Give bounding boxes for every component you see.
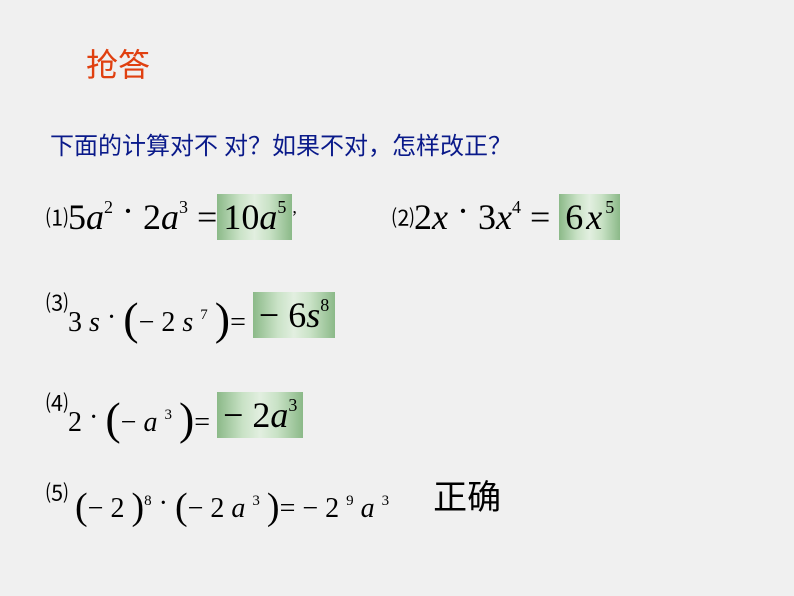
correct-label: 正确: [433, 480, 501, 517]
answer-4: − 2a3: [217, 392, 303, 438]
label-1: ⑴: [46, 206, 68, 231]
problem-5: ⑸ (− 2 )8 · (− 2 a 3 )= − 2 9 a 3 正确: [46, 470, 501, 527]
page-title: 抢答: [86, 40, 150, 86]
problem-4: ⑷2 · (− a 3 )= − 2a3: [46, 386, 303, 442]
label-3: ⑶: [46, 291, 68, 316]
label-5: ⑸: [46, 481, 68, 506]
problem-1: ⑴5a2 · 2a3 =10a5,: [46, 194, 297, 240]
answer-3: − 6s8: [253, 292, 335, 338]
question-prompt: 下面的计算对不 对？如果不对，怎样改正？: [50, 126, 512, 161]
label-2: ⑵: [392, 206, 414, 231]
problem-2: ⑵2x · 3x4 = 6x5: [392, 194, 620, 240]
answer-2: 6x5: [559, 194, 620, 240]
answer-1: 10a5: [217, 194, 292, 240]
label-4: ⑷: [46, 391, 68, 416]
problem-3: ⑶3 s · (− 2 s 7 )= − 6s8: [46, 286, 335, 342]
